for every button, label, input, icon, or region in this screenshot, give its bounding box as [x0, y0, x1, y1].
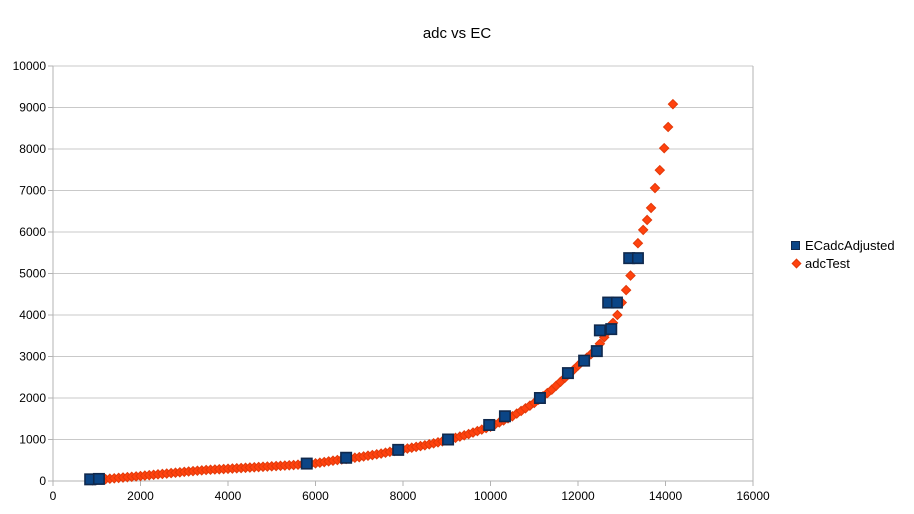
svg-text:14000: 14000 — [649, 489, 683, 503]
svg-text:0: 0 — [39, 474, 46, 488]
plot-svg: 0 1000 2000 3000 4000 5000 6000 7000 8000 9000 100… — [13, 59, 770, 503]
y-tick-marks — [48, 65, 53, 482]
svg-text:6000: 6000 — [302, 489, 329, 503]
legend: ECadcAdjusted adcTest — [791, 236, 895, 272]
svg-text:10000: 10000 — [474, 489, 508, 503]
svg-text:3000: 3000 — [19, 350, 46, 364]
svg-text:5000: 5000 — [19, 267, 46, 281]
svg-text:10000: 10000 — [13, 59, 47, 73]
svg-text:1000: 1000 — [19, 433, 46, 447]
legend-label: adcTest — [805, 255, 850, 271]
svg-text:7000: 7000 — [19, 184, 46, 198]
svg-text:2000: 2000 — [19, 391, 46, 405]
svg-text:8000: 8000 — [390, 489, 417, 503]
y-tick-labels: 0 1000 2000 3000 4000 5000 6000 7000 8000 9000 100… — [13, 59, 47, 488]
y-gridlines — [53, 65, 753, 482]
svg-text:0: 0 — [50, 489, 57, 503]
square-swatch-icon — [791, 240, 800, 250]
x-tick-labels: 0 2000 4000 6000 8000 10000 12000 14000 16000 — [50, 489, 770, 503]
diamond-swatch-icon — [791, 258, 802, 269]
legend-item-ecadcadjusted: ECadcAdjusted — [791, 236, 895, 254]
chart-title: adc vs EC — [422, 25, 492, 42]
svg-text:9000: 9000 — [19, 101, 46, 115]
svg-text:12000: 12000 — [561, 489, 595, 503]
svg-text:2000: 2000 — [127, 489, 154, 503]
svg-text:8000: 8000 — [19, 142, 46, 156]
series-points-ecadcadjusted — [84, 252, 644, 486]
legend-item-adctest: adcTest — [791, 254, 895, 272]
legend-label: ECadcAdjusted — [805, 237, 895, 253]
svg-text:16000: 16000 — [736, 489, 770, 503]
svg-text:4000: 4000 — [19, 308, 46, 322]
svg-text:4000: 4000 — [215, 489, 242, 503]
series-points-adctest — [87, 98, 679, 486]
svg-text:6000: 6000 — [19, 225, 46, 239]
x-tick-marks — [52, 481, 754, 486]
